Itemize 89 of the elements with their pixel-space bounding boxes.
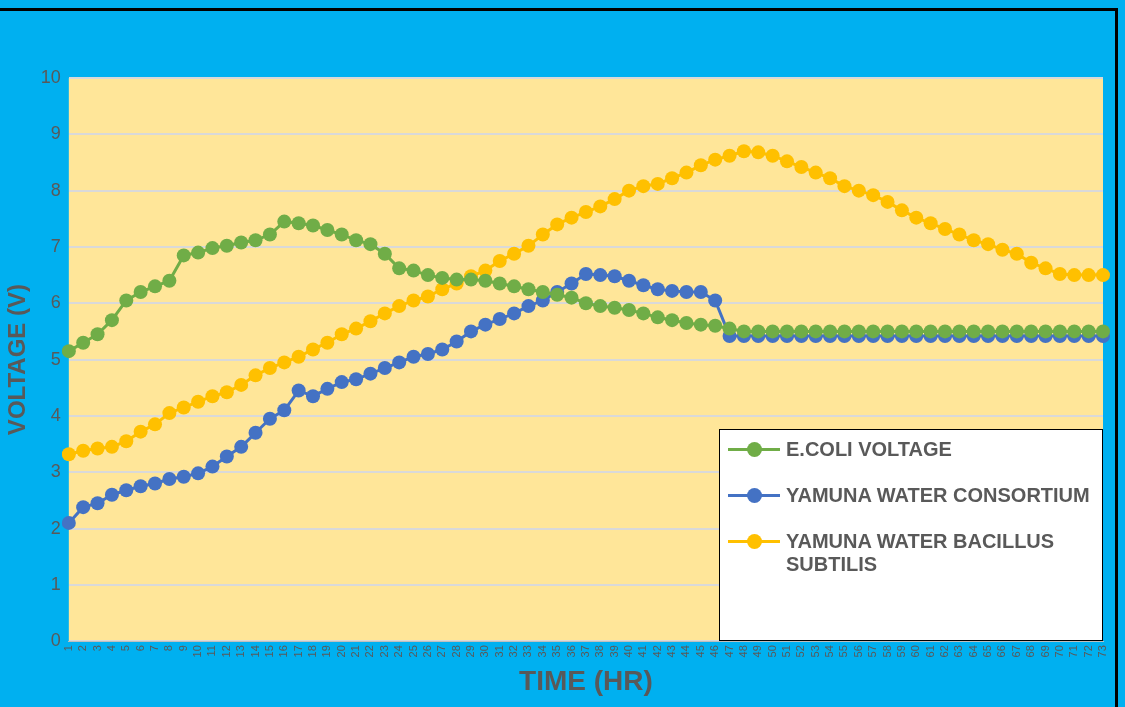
x-tick-label: 34 bbox=[535, 645, 548, 658]
x-tick-label: 46 bbox=[708, 645, 721, 658]
x-tick-label: 11 bbox=[205, 645, 218, 657]
x-tick-label: 6 bbox=[133, 645, 146, 652]
x-tick-label: 56 bbox=[851, 645, 864, 658]
x-tick-label: 59 bbox=[894, 645, 907, 658]
x-tick-label: 36 bbox=[564, 645, 577, 658]
x-tick-label: 40 bbox=[622, 645, 635, 658]
x-tick-label: 58 bbox=[880, 645, 893, 658]
y-tick-label: 4 bbox=[50, 404, 61, 425]
x-tick-label: 16 bbox=[277, 645, 290, 658]
legend-label: E.COLI VOLTAGE bbox=[786, 438, 952, 462]
x-tick-label: 64 bbox=[966, 645, 979, 658]
x-tick-label: 3 bbox=[90, 645, 103, 652]
x-tick-label: 70 bbox=[1052, 645, 1065, 658]
x-axis-title: TIME (HR) bbox=[519, 664, 653, 696]
x-tick-label: 73 bbox=[1096, 645, 1109, 658]
x-tick-label: 42 bbox=[650, 645, 663, 658]
x-tick-label: 15 bbox=[262, 645, 275, 658]
x-tick-label: 52 bbox=[794, 645, 807, 658]
x-tick-label: 55 bbox=[837, 645, 850, 658]
x-tick-label: 14 bbox=[248, 645, 261, 658]
x-tick-label: 19 bbox=[320, 645, 333, 658]
x-tick-label: 20 bbox=[334, 645, 347, 658]
y-tick-label: 5 bbox=[50, 348, 61, 369]
x-tick-label: 48 bbox=[736, 645, 749, 658]
x-tick-label: 54 bbox=[823, 645, 836, 658]
x-tick-label: 32 bbox=[507, 645, 520, 658]
y-tick-label: 3 bbox=[50, 461, 61, 482]
y-tick-label: 2 bbox=[50, 517, 61, 538]
y-tick-label: 7 bbox=[50, 235, 61, 256]
x-tick-label: 25 bbox=[406, 645, 419, 658]
x-tick-label: 18 bbox=[306, 645, 319, 658]
x-tick-label: 10 bbox=[191, 645, 204, 658]
x-tick-label: 8 bbox=[162, 645, 175, 652]
x-tick-label: 43 bbox=[665, 645, 678, 658]
x-tick-label: 66 bbox=[995, 645, 1008, 658]
x-tick-label: 38 bbox=[593, 645, 606, 658]
x-tick-label: 62 bbox=[938, 645, 951, 658]
x-tick-label: 67 bbox=[1009, 645, 1022, 658]
x-tick-label: 33 bbox=[521, 645, 534, 658]
x-tick-label: 17 bbox=[291, 645, 304, 658]
x-tick-label: 2 bbox=[76, 645, 89, 652]
x-tick-label: 72 bbox=[1081, 645, 1094, 658]
x-tick-label: 23 bbox=[377, 645, 390, 658]
x-tick-label: 41 bbox=[636, 645, 649, 658]
x-tick-label: 63 bbox=[952, 645, 965, 658]
x-tick-label: 24 bbox=[392, 645, 405, 658]
y-tick-label: 6 bbox=[50, 292, 61, 313]
x-tick-label: 37 bbox=[578, 645, 591, 658]
y-tick-label: 1 bbox=[50, 573, 61, 594]
x-tick-label: 31 bbox=[492, 645, 505, 658]
x-tick-label: 57 bbox=[866, 645, 879, 658]
x-tick-label: 49 bbox=[751, 645, 764, 658]
legend-label: YAMUNA WATER BACILLUS SUBTILIS bbox=[786, 530, 1056, 577]
x-tick-label: 12 bbox=[219, 645, 232, 658]
x-tick-label: 5 bbox=[119, 645, 132, 652]
x-tick-label: 9 bbox=[176, 645, 189, 652]
y-tick-label: 8 bbox=[50, 179, 61, 200]
x-tick-label: 29 bbox=[464, 645, 477, 658]
x-tick-label: 60 bbox=[909, 645, 922, 658]
x-tick-label: 44 bbox=[679, 645, 692, 658]
x-tick-label: 27 bbox=[435, 645, 448, 658]
x-tick-label: 35 bbox=[550, 645, 563, 658]
x-tick-label: 39 bbox=[607, 645, 620, 658]
x-tick-label: 69 bbox=[1038, 645, 1051, 658]
x-tick-label: 22 bbox=[363, 645, 376, 658]
y-tick-label: 0 bbox=[50, 630, 61, 651]
x-tick-label: 47 bbox=[722, 645, 735, 658]
x-tick-label: 21 bbox=[349, 645, 362, 658]
y-tick-label: 9 bbox=[50, 123, 61, 144]
x-tick-label: 68 bbox=[1024, 645, 1037, 658]
x-tick-label: 13 bbox=[234, 645, 247, 658]
x-tick-label: 45 bbox=[693, 645, 706, 658]
x-tick-label: 71 bbox=[1067, 645, 1080, 658]
x-tick-label: 7 bbox=[148, 645, 161, 652]
x-tick-label: 26 bbox=[420, 645, 433, 658]
x-tick-label: 30 bbox=[478, 645, 491, 658]
x-tick-label: 4 bbox=[104, 645, 117, 652]
y-axis-title: VOLTAGE (V) bbox=[3, 284, 31, 436]
x-tick-label: 61 bbox=[923, 645, 936, 658]
x-tick-label: 1 bbox=[61, 645, 74, 652]
x-tick-label: 51 bbox=[780, 645, 793, 658]
x-tick-label: 28 bbox=[449, 645, 462, 658]
x-tick-label: 53 bbox=[808, 645, 821, 658]
x-tick-label: 65 bbox=[981, 645, 994, 658]
legend-label: YAMUNA WATER CONSORTIUM bbox=[786, 484, 1090, 508]
y-tick-label: 10 bbox=[40, 66, 61, 87]
x-tick-label: 50 bbox=[765, 645, 778, 658]
